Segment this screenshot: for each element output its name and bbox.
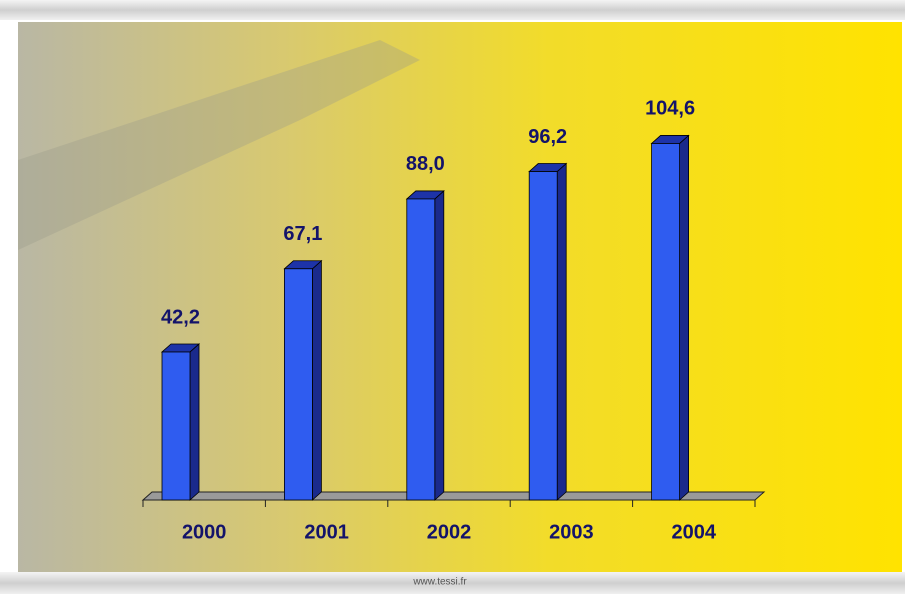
footer: www.tessi.fr xyxy=(412,577,467,588)
slide-background xyxy=(18,22,902,574)
plot: 42,2 2000 67,1 2001 88,0 2002 96,2 2003 104,6 200… xyxy=(141,98,766,543)
bar xyxy=(406,198,436,501)
x-tick-label: 2001 xyxy=(304,521,349,543)
background-shape xyxy=(18,40,420,250)
x-tick-label: 2000 xyxy=(182,521,227,543)
bar-side xyxy=(556,162,567,501)
x-tick-label: 2004 xyxy=(672,521,717,543)
bar xyxy=(651,143,680,501)
top-frame xyxy=(0,0,905,20)
bar xyxy=(528,171,558,501)
bottom-frame xyxy=(0,572,905,594)
bar-side xyxy=(189,343,200,501)
bar xyxy=(283,268,313,501)
value-label: 104,6 xyxy=(645,98,695,120)
bar-side xyxy=(311,259,322,501)
x-tick-label: 2002 xyxy=(427,521,472,543)
value-label: 67,1 xyxy=(283,223,322,245)
value-label: 88,0 xyxy=(406,153,445,175)
bar xyxy=(161,351,191,501)
x-tick-label: 2003 xyxy=(549,521,594,543)
value-label: 96,2 xyxy=(528,126,567,148)
bar-side xyxy=(434,190,445,501)
value-label: 42,2 xyxy=(161,306,200,328)
bar-side xyxy=(679,134,689,501)
